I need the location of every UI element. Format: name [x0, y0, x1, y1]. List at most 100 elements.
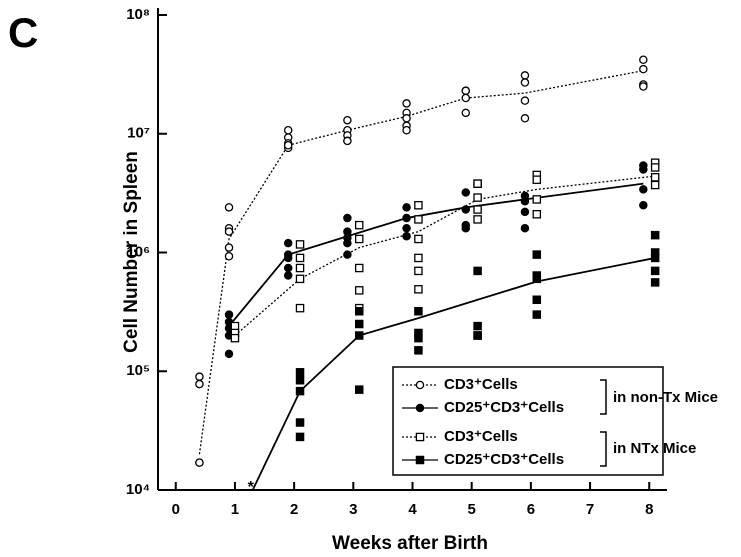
data-point [224, 349, 234, 359]
data-point [295, 418, 305, 427]
data-point [650, 163, 660, 172]
data-point [354, 319, 364, 329]
y-tick-label: 10⁸ [126, 6, 150, 23]
data-point [650, 278, 660, 287]
data-point [414, 285, 423, 294]
data-point [283, 253, 293, 263]
data-point [354, 385, 364, 394]
mean-line [198, 69, 644, 455]
data-point [650, 180, 660, 190]
data-point [532, 295, 542, 305]
data-point [402, 224, 411, 233]
data-point [354, 234, 364, 244]
data-point [461, 224, 471, 233]
data-point [650, 173, 660, 182]
data-point [224, 251, 234, 261]
data-point [473, 331, 482, 340]
data-point [295, 263, 305, 273]
data-point [639, 200, 648, 210]
data-point [354, 220, 364, 230]
legend-group-label: in non-Tx Mice [613, 389, 718, 406]
data-point [520, 114, 530, 123]
data-point [639, 82, 648, 91]
data-point [532, 175, 542, 184]
data-point [650, 253, 660, 263]
data-point [283, 271, 293, 280]
data-point [473, 179, 482, 188]
y-axis-title: Cell Number in Spleen [121, 151, 142, 353]
x-tick-label: 5 [468, 501, 476, 518]
data-point [461, 188, 471, 197]
data-point [224, 310, 234, 319]
legend-marker [415, 432, 425, 442]
data-point [639, 185, 648, 194]
legend-box [392, 366, 664, 476]
data-point [343, 213, 352, 223]
data-point [354, 286, 364, 295]
data-point [283, 238, 293, 248]
data-point [195, 379, 204, 389]
data-point [295, 274, 305, 284]
panel-label: C [8, 9, 38, 56]
data-point [532, 209, 542, 219]
data-point [532, 195, 542, 204]
x-tick-label: 3 [349, 501, 357, 518]
data-point [473, 215, 482, 224]
data-point [650, 266, 660, 276]
legend-bracket [600, 379, 607, 415]
data-point [473, 193, 482, 202]
data-point [354, 263, 364, 273]
legend-label: CD25⁺CD3⁺Cells [444, 451, 564, 468]
y-tick-label: 10⁵ [126, 362, 150, 379]
legend-label: CD3⁺Cells [444, 428, 518, 445]
data-point [224, 203, 234, 212]
data-point [473, 266, 482, 276]
data-point [230, 333, 240, 343]
data-point [532, 310, 542, 319]
data-point [461, 93, 471, 103]
x-tick-label: 7 [586, 501, 594, 518]
data-point [402, 232, 411, 241]
data-point [639, 64, 648, 74]
legend-marker [415, 380, 425, 390]
data-point [195, 372, 204, 381]
annotation: * [248, 479, 255, 496]
legend-marker [415, 403, 425, 413]
data-point [414, 266, 423, 276]
data-point [295, 253, 305, 263]
data-point [295, 303, 305, 313]
legend-group-label: in NTx Mice [613, 440, 696, 457]
data-point [461, 86, 471, 96]
data-point [650, 230, 660, 240]
x-tick-label: 0 [172, 501, 180, 518]
data-point [414, 307, 423, 316]
data-point [639, 55, 648, 64]
data-point [520, 224, 530, 233]
mean-line [234, 175, 656, 336]
data-point [402, 203, 411, 212]
data-point [473, 321, 482, 331]
data-point [520, 78, 530, 87]
data-point [343, 115, 352, 125]
x-tick-label: 8 [645, 501, 653, 518]
data-point [354, 307, 364, 316]
x-tick-label: 2 [290, 501, 298, 518]
x-tick-label: 4 [408, 501, 417, 518]
x-tick-label: 1 [231, 501, 239, 518]
data-point [354, 331, 364, 340]
data-point [414, 215, 423, 224]
data-point [343, 250, 352, 259]
data-point [283, 126, 293, 135]
data-point [283, 141, 293, 150]
y-tick-label: 10⁷ [127, 125, 150, 142]
data-point [402, 126, 411, 135]
data-point [414, 333, 423, 343]
data-point [195, 458, 204, 467]
data-point [414, 200, 423, 210]
x-axis-title: Weeks after Birth [332, 533, 488, 554]
y-tick-label: 10⁴ [126, 481, 150, 498]
data-point [295, 375, 305, 385]
data-point [520, 71, 530, 80]
data-point [414, 346, 423, 355]
data-point [224, 243, 234, 252]
